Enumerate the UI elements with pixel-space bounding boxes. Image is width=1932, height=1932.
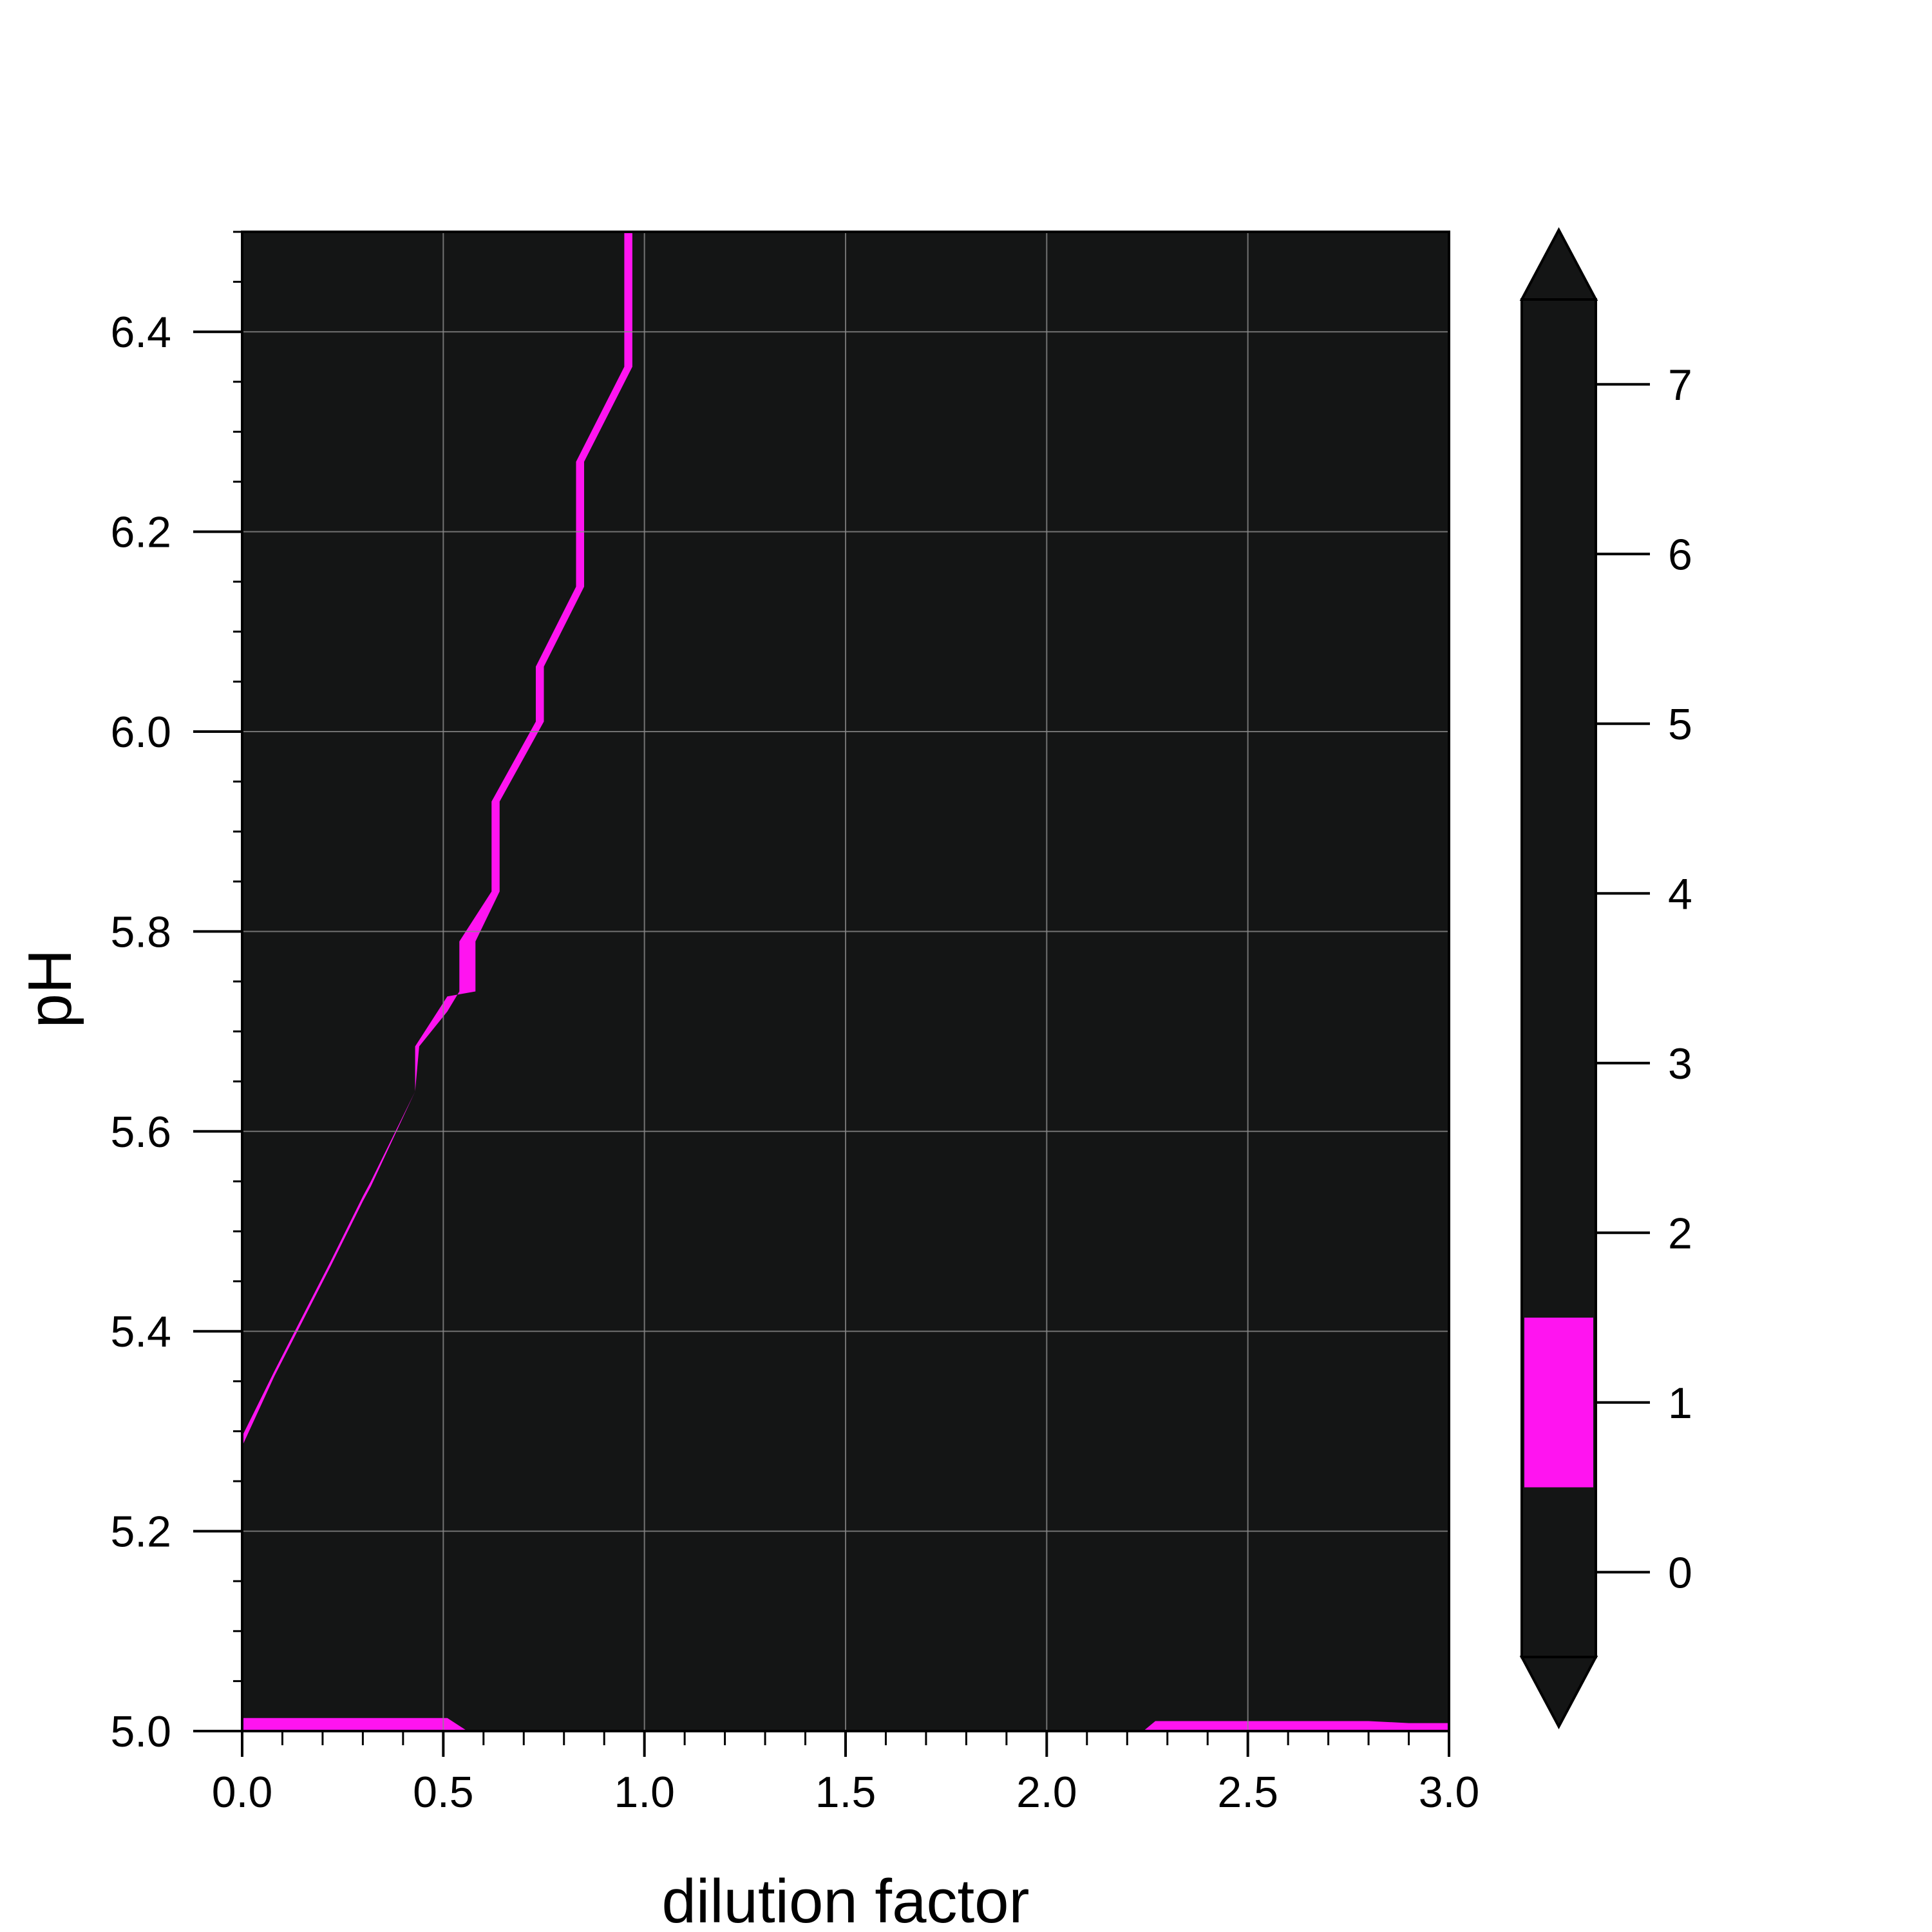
x-tick-label: 3.0 bbox=[1419, 1768, 1480, 1817]
colorbar: 0 1 2 3 4 5 6 7 bbox=[1519, 227, 1692, 1730]
x-tick-label: 1.5 bbox=[815, 1768, 876, 1817]
colorbar-tick-label: 7 bbox=[1668, 361, 1692, 410]
x-axis-label: dilution factor bbox=[662, 1867, 1030, 1932]
colorbar-band-1 bbox=[1524, 1318, 1593, 1488]
x-tick-label: 2.0 bbox=[1016, 1768, 1077, 1817]
x-tick-label: 2.5 bbox=[1217, 1768, 1278, 1817]
colorbar-tick-label: 6 bbox=[1668, 530, 1692, 579]
colorbar-tick-label: 5 bbox=[1668, 700, 1692, 749]
y-tick-label: 5.6 bbox=[110, 1108, 171, 1157]
y-tick-label: 6.0 bbox=[110, 708, 171, 757]
y-tick-label: 6.4 bbox=[110, 308, 171, 357]
contour-band-3 bbox=[1143, 1721, 1449, 1731]
y-axis: 5.0 5.2 5.4 5.6 5.8 6.0 6.2 6.4 bbox=[110, 231, 242, 1756]
colorbar-tick-label: 1 bbox=[1668, 1379, 1692, 1428]
y-axis-label: pH bbox=[15, 949, 84, 1028]
x-axis: 0.0 0.5 1.0 1.5 2.0 2.5 3.0 bbox=[212, 1731, 1480, 1817]
colorbar-extend-min bbox=[1519, 1656, 1598, 1730]
colorbar-tick-label: 0 bbox=[1668, 1548, 1692, 1597]
contour-bands bbox=[242, 232, 1449, 1731]
colorbar-tick-label: 2 bbox=[1668, 1209, 1692, 1258]
y-tick-label: 6.2 bbox=[110, 508, 171, 557]
colorbar-tick-label: 4 bbox=[1668, 869, 1692, 918]
y-tick-label: 5.0 bbox=[110, 1707, 171, 1756]
colorbar-frame bbox=[1520, 298, 1597, 1658]
contour-band-2 bbox=[242, 1718, 468, 1731]
x-tick-label: 0.5 bbox=[413, 1768, 474, 1817]
x-tick-label: 1.0 bbox=[614, 1768, 675, 1817]
y-tick-label: 5.2 bbox=[110, 1508, 171, 1557]
colorbar-tick-label: 3 bbox=[1668, 1039, 1692, 1088]
y-tick-label: 5.8 bbox=[110, 907, 171, 956]
plot-area bbox=[241, 231, 1450, 1732]
y-tick-label: 5.4 bbox=[110, 1307, 171, 1356]
x-tick-label: 0.0 bbox=[212, 1768, 273, 1817]
colorbar-extend-max bbox=[1519, 227, 1598, 301]
